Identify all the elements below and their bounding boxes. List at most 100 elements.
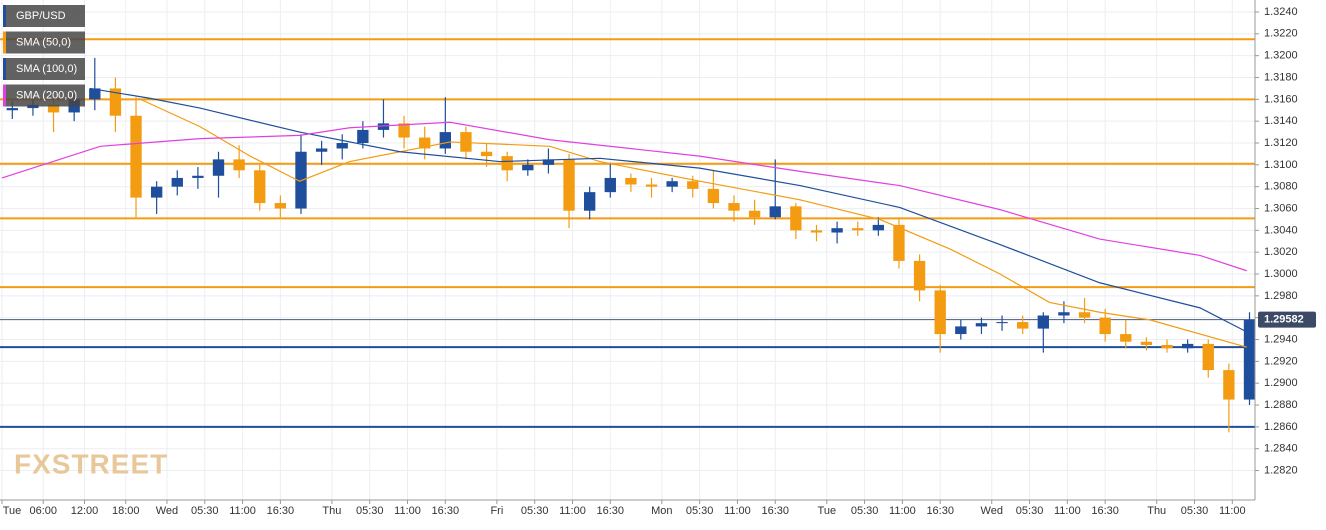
candle-body (1058, 312, 1070, 316)
candle-body (336, 143, 348, 149)
candle-body (810, 230, 823, 233)
candle-body (233, 159, 245, 171)
candle-body (1037, 315, 1049, 329)
candle-body (1181, 343, 1194, 349)
legend-box (3, 58, 85, 80)
candle-body (769, 206, 781, 218)
x-tick-label: 05:30 (191, 505, 219, 517)
legend-swatch (3, 58, 6, 80)
candle-body (460, 132, 472, 152)
y-tick-label: 1.3080 (1264, 181, 1298, 193)
candle-body (563, 159, 575, 211)
y-tick-label: 1.3220 (1264, 28, 1298, 40)
candle-body (604, 177, 616, 193)
y-tick-label: 1.2840 (1264, 443, 1298, 455)
candle-body (748, 210, 761, 218)
x-tick-label: 18:00 (112, 505, 140, 517)
candle-body (934, 290, 946, 335)
x-tick-label: 05:30 (1181, 505, 1209, 517)
x-tick-label: Thu (322, 505, 341, 517)
y-tick-label: 1.3180 (1264, 71, 1298, 83)
candle-body (913, 260, 926, 291)
x-tick-label: Fri (490, 505, 503, 517)
candle-body (707, 188, 720, 204)
candle-body (893, 224, 905, 261)
x-tick-label: Mon (651, 505, 672, 517)
candle-body (666, 181, 678, 187)
y-tick-label: 1.2880 (1264, 399, 1298, 411)
candle-body (625, 177, 637, 185)
x-tick-label: Tue (818, 505, 837, 517)
candle-body (831, 228, 843, 233)
x-tick-label: 11:00 (1219, 505, 1246, 517)
axes: 1.3240 1.3220 1.3200 1.3180 1.3160 1.3140 1.31… (1, 6, 1316, 517)
candle-body (1161, 344, 1173, 349)
candle-body (1140, 341, 1153, 345)
sma-line (89, 87, 1248, 333)
candle-body (315, 148, 328, 152)
candle-body (975, 323, 988, 327)
sma-line (1, 121, 1247, 272)
y-tick-label: 1.2980 (1264, 290, 1298, 302)
candle-body (6, 108, 18, 111)
candle-body (790, 206, 802, 231)
legend-label: GBP/USD (16, 10, 66, 22)
x-tick-label: 16:30 (926, 505, 954, 517)
x-tick-label: 05:30 (851, 505, 879, 517)
candle-body (852, 228, 864, 231)
y-tick-label: 1.3160 (1264, 93, 1298, 105)
candle-body (501, 156, 513, 171)
plot-area (0, 38, 1255, 433)
grid (0, 0, 1255, 500)
y-tick-label: 1.3060 (1264, 202, 1298, 214)
x-tick-label: 05:30 (521, 505, 549, 517)
x-tick-label: 16:30 (432, 505, 460, 517)
x-tick-label: 05:30 (356, 505, 384, 517)
y-tick-label: 1.3100 (1264, 159, 1298, 171)
legend-swatch (3, 31, 6, 54)
candle-body (645, 184, 658, 187)
y-tick-label: 1.3140 (1264, 115, 1298, 127)
candle-body (254, 170, 266, 204)
candle-body (171, 177, 183, 187)
y-tick-label: 1.3120 (1264, 137, 1298, 149)
candle-body (1099, 317, 1111, 335)
candle-body (357, 129, 369, 144)
legend-box (3, 31, 85, 54)
candle-body (439, 132, 451, 149)
candle-body (522, 164, 534, 171)
candle-body (1078, 312, 1091, 318)
x-tick-label: 05:30 (686, 505, 714, 517)
watermark: FXSTREET (14, 448, 168, 479)
candle-body (130, 115, 142, 198)
last-price-tag (1258, 311, 1316, 328)
y-tick-label: 1.3240 (1264, 6, 1298, 18)
x-tick-label: 16:30 (761, 505, 789, 517)
candle-body (583, 192, 596, 211)
y-tick-label: 1.3000 (1264, 268, 1298, 280)
candle-body (872, 224, 885, 231)
x-tick-label: 11:00 (559, 505, 586, 517)
legend-label: SMA (200,0) (16, 89, 77, 101)
candle-body (377, 123, 390, 130)
legend: GBP/USD SMA (50,0) SMA (100,0) SMA (200,0) (3, 5, 85, 107)
candle-body (542, 159, 555, 165)
x-tick-label: 11:00 (889, 505, 916, 517)
y-tick-label: 1.2940 (1264, 333, 1298, 345)
y-tick-label: 1.2860 (1264, 421, 1298, 433)
legend-label: SMA (100,0) (16, 63, 77, 75)
y-tick-label: 1.3040 (1264, 224, 1298, 236)
legend-box (3, 84, 85, 107)
x-tick-label: 11:00 (394, 505, 421, 517)
x-tick-label: 11:00 (724, 505, 751, 517)
last-price-label: 1.29582 (1264, 314, 1304, 326)
y-tick-label: 1.2920 (1264, 355, 1298, 367)
candle-body (192, 175, 204, 178)
legend-swatch (3, 5, 6, 27)
candle-body (1223, 370, 1235, 400)
candle-body (1120, 334, 1132, 342)
sma-line (137, 97, 1247, 348)
x-tick-label: Tue (3, 505, 22, 517)
x-tick-label: 16:30 (1091, 505, 1119, 517)
